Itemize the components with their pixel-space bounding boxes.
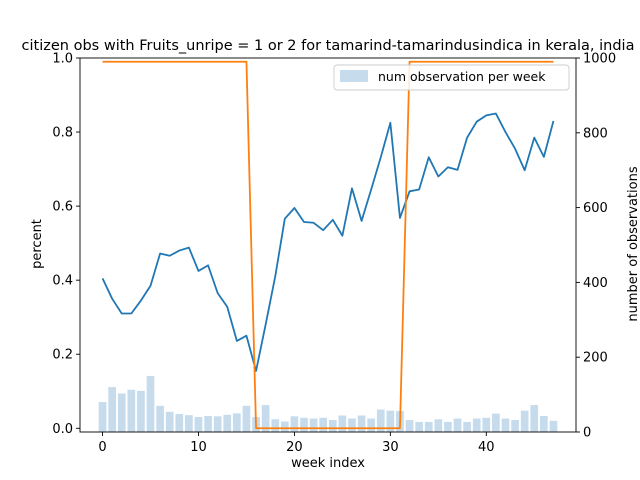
right-tick-label: 800	[583, 126, 608, 141]
bar	[280, 421, 289, 432]
bar	[300, 417, 308, 432]
bar	[98, 402, 107, 432]
bar	[453, 418, 462, 432]
bar	[127, 389, 136, 432]
bar	[549, 420, 558, 432]
line-series	[101, 60, 555, 430]
right-tick-label: 600	[583, 201, 608, 216]
bar	[137, 390, 145, 432]
x-tick-label: 20	[286, 440, 303, 455]
bar	[472, 418, 481, 432]
bar	[156, 405, 164, 432]
bar	[146, 375, 155, 432]
bar	[185, 415, 193, 432]
bar	[290, 416, 299, 432]
bar	[271, 419, 280, 432]
bar	[175, 414, 184, 432]
right-tick-label: 200	[583, 351, 608, 366]
right-tick-label: 1000	[583, 52, 616, 67]
bar	[328, 420, 337, 432]
bar-series	[98, 375, 558, 432]
bar	[223, 414, 232, 432]
bar	[165, 411, 174, 432]
bar	[520, 410, 529, 432]
left-axis-ticks: 0.0 0.2 0.4 0.6 0.8 1.0	[52, 52, 80, 437]
bar	[463, 421, 471, 432]
legend-swatch	[340, 70, 368, 82]
chart-title: citizen obs with Fruits_unripe = 1 or 2 …	[22, 38, 635, 54]
bar	[194, 417, 203, 432]
bar	[117, 393, 126, 432]
bar	[530, 405, 539, 432]
bar	[405, 420, 414, 432]
bar	[108, 387, 116, 432]
bar	[242, 405, 251, 432]
left-tick-label: 0.2	[52, 348, 73, 363]
left-tick-label: 0.6	[52, 200, 73, 215]
bar	[309, 418, 318, 432]
right-axis-label: number of observations	[626, 166, 640, 321]
bar	[492, 413, 500, 432]
bar	[540, 415, 548, 432]
bar	[213, 416, 222, 432]
bar	[357, 415, 366, 432]
bar	[233, 413, 241, 432]
right-tick-label: 400	[583, 276, 608, 291]
bar	[348, 418, 356, 432]
bar	[367, 418, 376, 432]
left-tick-label: 1.0	[52, 52, 73, 67]
bar	[444, 421, 452, 432]
bar	[338, 415, 347, 432]
x-tick-label: 0	[98, 440, 106, 455]
bar	[261, 405, 270, 432]
bar	[204, 415, 212, 432]
bar	[501, 418, 510, 432]
left-tick-label: 0.0	[52, 422, 73, 437]
percent-line	[101, 112, 555, 372]
threshold-line	[102, 60, 554, 430]
x-tick-label: 40	[478, 440, 495, 455]
x-tick-label: 10	[190, 440, 207, 455]
bar	[424, 421, 433, 432]
x-axis-label: week index	[291, 456, 365, 471]
bar	[376, 409, 385, 432]
plot-frame	[79, 57, 577, 433]
bar	[482, 417, 491, 432]
bar	[434, 419, 443, 432]
legend-box	[333, 64, 570, 91]
bar	[415, 421, 423, 432]
legend: num observation per week	[333, 64, 570, 91]
left-tick-label: 0.8	[52, 126, 73, 141]
bar	[386, 410, 395, 432]
left-axis-label: percent	[30, 219, 45, 269]
bar	[319, 417, 328, 432]
x-axis-ticks: 0 10 20 30 40	[98, 432, 495, 455]
legend-label: num observation per week	[378, 69, 546, 84]
bar	[511, 420, 519, 432]
right-tick-label: 0	[583, 426, 591, 441]
x-tick-label: 30	[382, 440, 399, 455]
left-tick-label: 0.4	[52, 274, 73, 289]
right-axis-ticks: 0 200 400 600 800 1000	[576, 52, 616, 441]
